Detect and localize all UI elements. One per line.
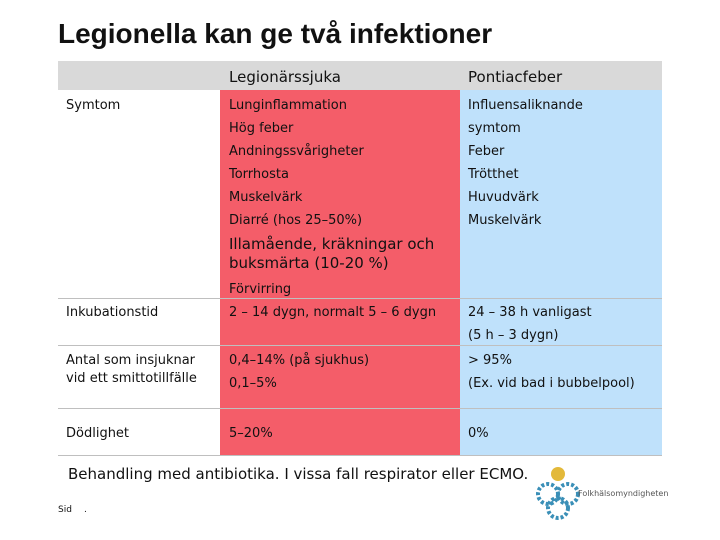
- logo-ring: [546, 496, 570, 520]
- cell-line: Diarré (hos 25–50%): [229, 213, 363, 228]
- footnote: Behandling med antibiotika. I vissa fall…: [68, 465, 529, 483]
- cell-line: Andningssvårigheter: [229, 144, 364, 159]
- row-label: vid ett smittotillfälle: [66, 371, 197, 386]
- cell-line: 24 – 38 h vanligast: [468, 305, 592, 320]
- row-divider: [58, 298, 662, 299]
- logo-crown: [551, 467, 565, 481]
- cell-line: Muskelvärk: [468, 213, 542, 228]
- cell-line: Trötthet: [468, 167, 519, 182]
- logo-ring: [536, 482, 560, 506]
- slide-title: Legionella kan ge två infektioner: [58, 18, 493, 49]
- row-label: Antal som insjuknar: [66, 353, 196, 368]
- row-label: Inkubationstid: [66, 305, 159, 320]
- cell-line: 0,1–5%: [229, 376, 277, 391]
- pontiac-column: [460, 90, 662, 455]
- row-label: Symtom: [66, 98, 121, 113]
- legionella-column: [220, 90, 460, 455]
- cell-line: 0%: [468, 426, 489, 441]
- cell-line: buksmärta (10-20 %): [229, 254, 389, 272]
- cell-line: Feber: [468, 144, 505, 159]
- cell-line: 2 – 14 dygn, normalt 5 – 6 dygn: [229, 305, 437, 320]
- cell-line: Influensaliknande: [468, 98, 583, 113]
- header-band: [58, 61, 662, 90]
- cell-line: Torrhosta: [229, 167, 289, 182]
- row-divider: [58, 345, 662, 346]
- cell-line: 5–20%: [229, 426, 273, 441]
- cell-line: Lunginflammation: [229, 98, 347, 113]
- cell-line: (Ex. vid bad i bubbelpool): [468, 376, 635, 391]
- cell-line: symtom: [468, 121, 521, 136]
- logo: [536, 467, 580, 520]
- cell-line: (5 h – 3 dygn): [468, 328, 559, 343]
- logo-ring: [556, 482, 580, 506]
- cell-line: Illamående, kräkningar och: [229, 235, 435, 253]
- page-number: .: [84, 505, 87, 515]
- cell-line: > 95%: [468, 353, 512, 368]
- logo-text: Folkhälsomyndigheten: [578, 489, 669, 498]
- column-header: Legionärssjuka: [229, 68, 341, 86]
- row-divider: [58, 455, 662, 456]
- column-header: Pontiacfeber: [468, 68, 563, 86]
- row-label: Dödlighet: [66, 426, 130, 441]
- cell-line: Huvudvärk: [468, 190, 539, 205]
- cell-line: 0,4–14% (på sjukhus): [229, 353, 370, 368]
- row-divider: [58, 408, 662, 409]
- cell-line: Förvirring: [229, 282, 292, 297]
- cell-line: Muskelvärk: [229, 190, 303, 205]
- page-label: Sid: [58, 505, 72, 515]
- cell-line: Hög feber: [229, 121, 294, 136]
